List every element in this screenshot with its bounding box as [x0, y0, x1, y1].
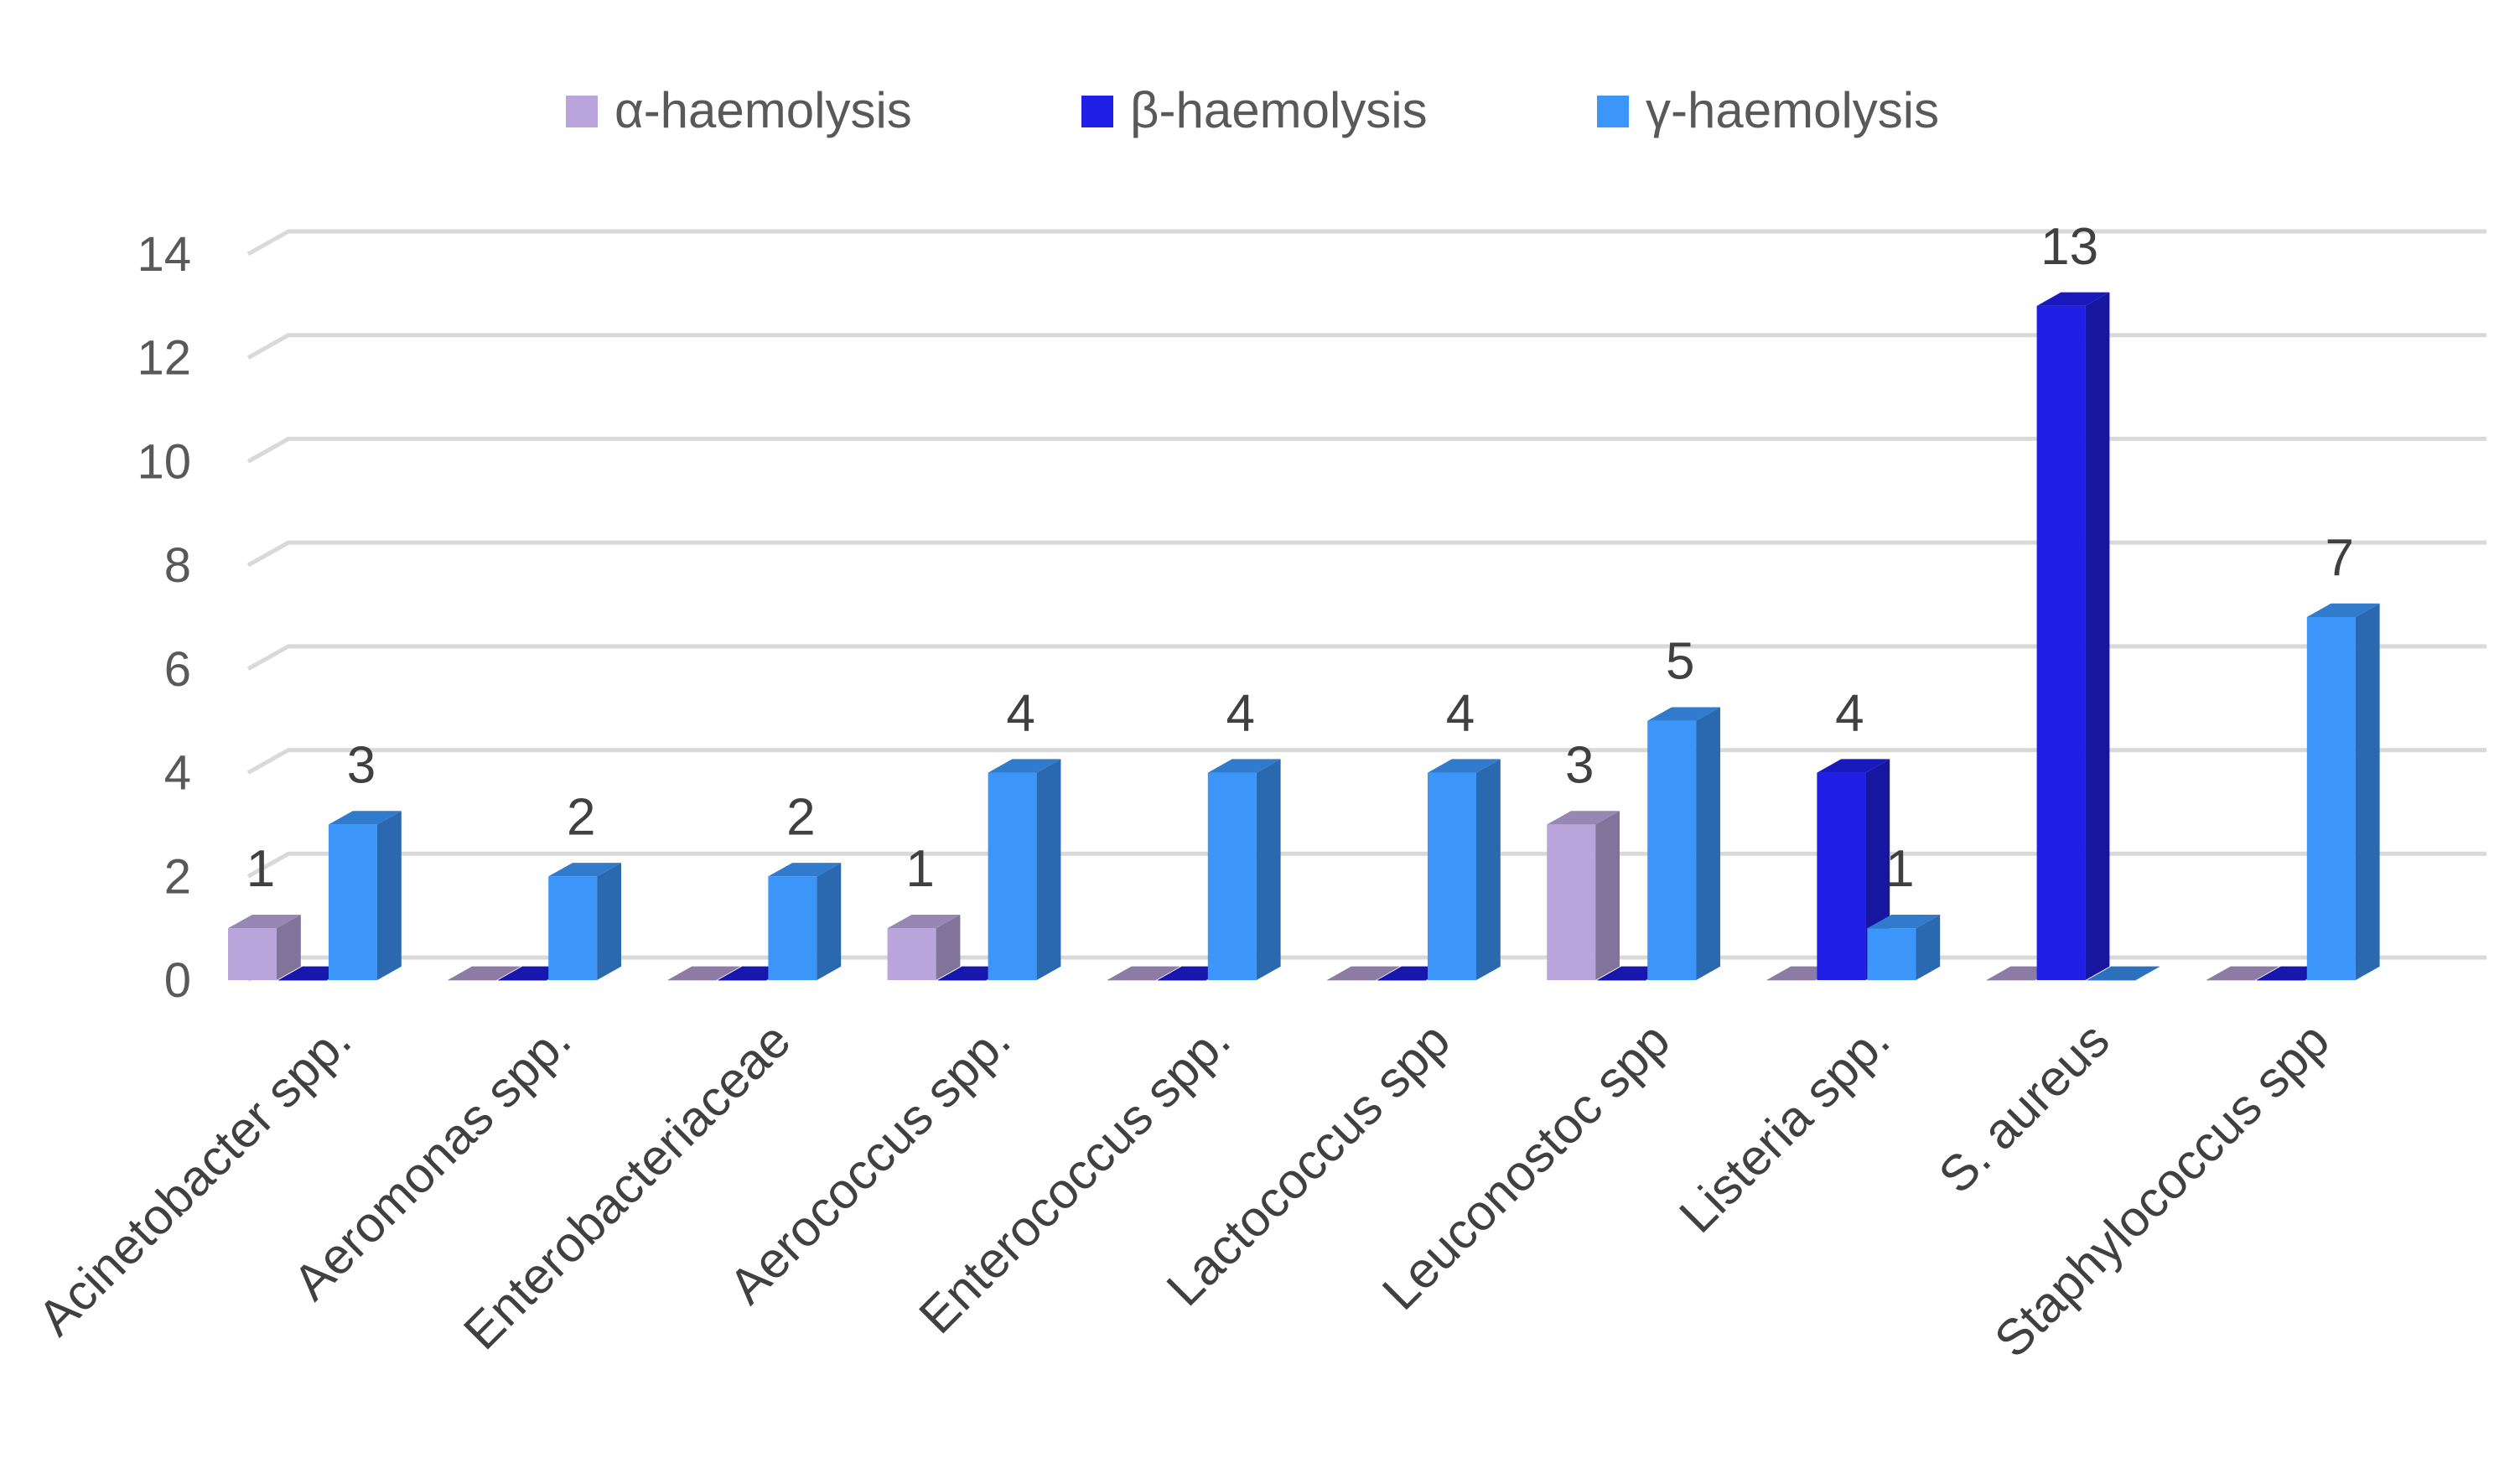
gridline-12: [246, 333, 2486, 360]
x-category-label: S. aureus: [1928, 1012, 2120, 1204]
data-label: 1: [246, 840, 275, 898]
data-label: 5: [1666, 633, 1694, 691]
data-label: 3: [347, 736, 376, 794]
data-label: 3: [1565, 736, 1594, 794]
data-label: 4: [1835, 685, 1864, 743]
bar-1-7: [1547, 811, 1620, 980]
legend-item-2: β-haemolysis: [1081, 82, 1428, 138]
data-label: 4: [1446, 685, 1475, 743]
legend-label: β-haemolysis: [1130, 82, 1428, 138]
bar-3-7: [1647, 707, 1720, 980]
y-tick-label: 10: [137, 434, 191, 489]
data-label: 1: [905, 840, 934, 898]
gridline-2: [246, 851, 2486, 879]
bar-3-5: [1207, 759, 1281, 980]
gridline-10: [246, 436, 2486, 464]
y-tick-label: 12: [137, 331, 191, 386]
bar-3-3: [768, 863, 842, 980]
bar-3-2: [548, 863, 621, 980]
bar-3-1: [329, 811, 402, 980]
y-tick-label: 2: [164, 849, 191, 904]
x-axis-categories: Acinetobacter spp.Aeromonas spp.Enteroba…: [27, 1012, 2340, 1368]
bar-1-5: [1107, 966, 1180, 981]
legend: α-haemolysis β-haemolysis γ-haemolysis: [566, 82, 1939, 138]
legend-swatch: [1597, 96, 1629, 127]
y-tick-label: 4: [164, 746, 191, 801]
bar-3-10: [2306, 603, 2380, 980]
y-axis: 0 2 4 6 8 10 12 14: [137, 227, 191, 1008]
legend-swatch: [566, 96, 598, 127]
bar-1-1: [228, 914, 301, 980]
gridline-4: [246, 748, 2486, 775]
gridline-6: [246, 644, 2486, 672]
bar-1-4: [887, 914, 961, 980]
gridlines: [246, 229, 2486, 983]
x-category-label: Listeria spp.: [1668, 1012, 1900, 1243]
data-label: 7: [2326, 529, 2354, 587]
bar-3-6: [1428, 759, 1501, 980]
bar-1-10: [2206, 966, 2279, 981]
legend-item-3: γ-haemolysis: [1597, 82, 1939, 138]
data-label: 4: [1006, 685, 1034, 743]
y-tick-label: 6: [164, 642, 191, 697]
bar-2-9: [2036, 292, 2110, 981]
bars: [228, 292, 2380, 981]
data-label: 2: [786, 788, 815, 846]
y-tick-label: 0: [164, 953, 191, 1008]
gridline-14: [246, 229, 2486, 257]
bar-3-9: [2087, 966, 2160, 981]
legend-label: α-haemolysis: [614, 82, 912, 138]
legend-swatch: [1081, 96, 1113, 127]
data-label: 2: [567, 788, 595, 846]
bar-1-6: [1327, 966, 1400, 981]
data-label: 4: [1226, 685, 1255, 743]
bar-1-3: [667, 966, 741, 981]
legend-item-1: α-haemolysis: [566, 82, 912, 138]
y-tick-label: 8: [164, 538, 191, 593]
gridline-8: [246, 540, 2486, 568]
bar-1-2: [448, 966, 521, 981]
data-label: 13: [2040, 218, 2098, 276]
data-label: 1: [1885, 840, 1914, 898]
legend-label: γ-haemolysis: [1646, 82, 1939, 138]
bar-3-8: [1867, 914, 1941, 980]
y-tick-label: 14: [137, 227, 191, 282]
bar-3-4: [988, 759, 1061, 980]
